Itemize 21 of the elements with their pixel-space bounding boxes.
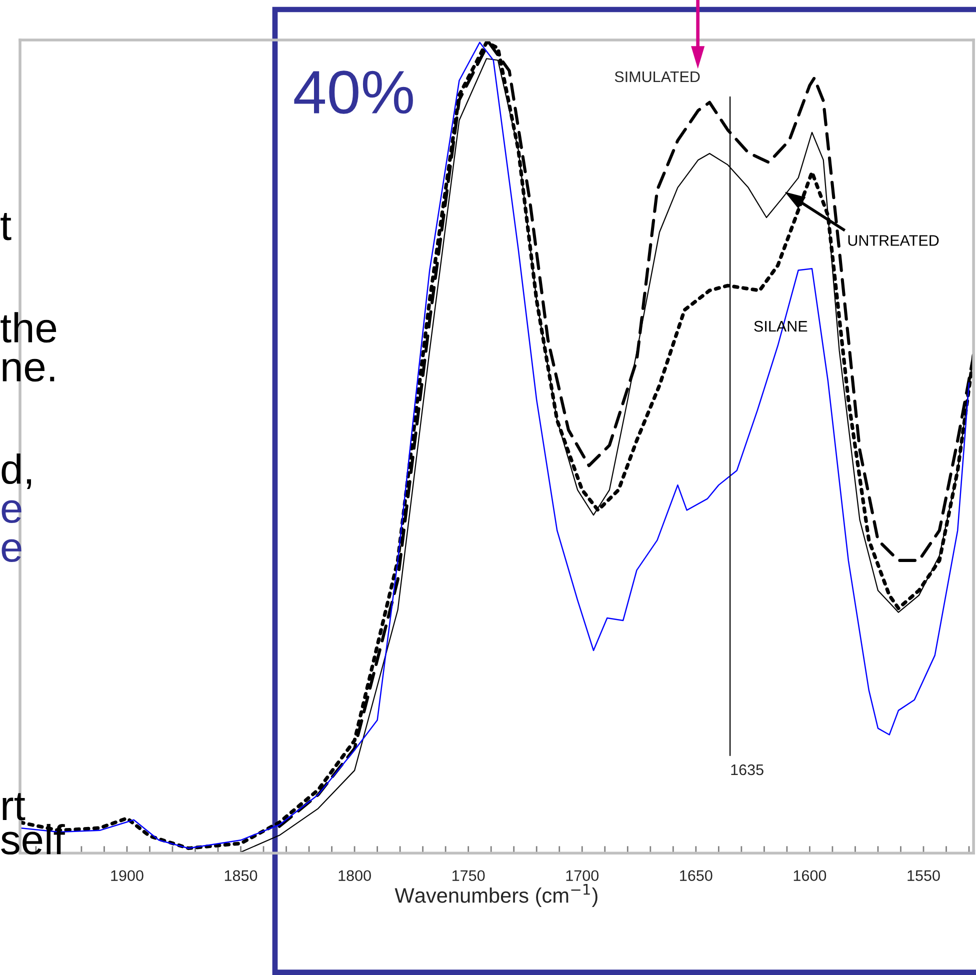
annotation: SIMULATED — [614, 71, 700, 82]
ref-line-label: 1635 — [731, 764, 764, 776]
annotation: rt — [2, 793, 26, 820]
annotation: ne. — [2, 358, 54, 382]
x-tick-label: 1750 — [452, 870, 485, 882]
x-tick-label: 1650 — [680, 870, 712, 882]
annotation: e — [2, 500, 22, 524]
annotation: self — [1, 824, 65, 855]
annotation: UNTREATED — [848, 235, 939, 246]
text: t — [0, 212, 12, 240]
annotation: 40% — [294, 70, 413, 114]
x-tick-label: 1600 — [794, 870, 826, 882]
x-tick-label: 1700 — [566, 870, 599, 882]
annotation: the — [0, 312, 56, 343]
x-tick-label: 1850 — [224, 870, 258, 882]
x-tick-label: 1900 — [111, 870, 144, 882]
annotation: e — [2, 539, 22, 562]
x-tick-label: 1550 — [908, 870, 940, 882]
x-tick-label: 1800 — [338, 870, 371, 882]
x-axis-title: Wavenumbers (cm$^{−1}$) — [394, 884, 598, 907]
annotation: d, — [2, 453, 32, 489]
